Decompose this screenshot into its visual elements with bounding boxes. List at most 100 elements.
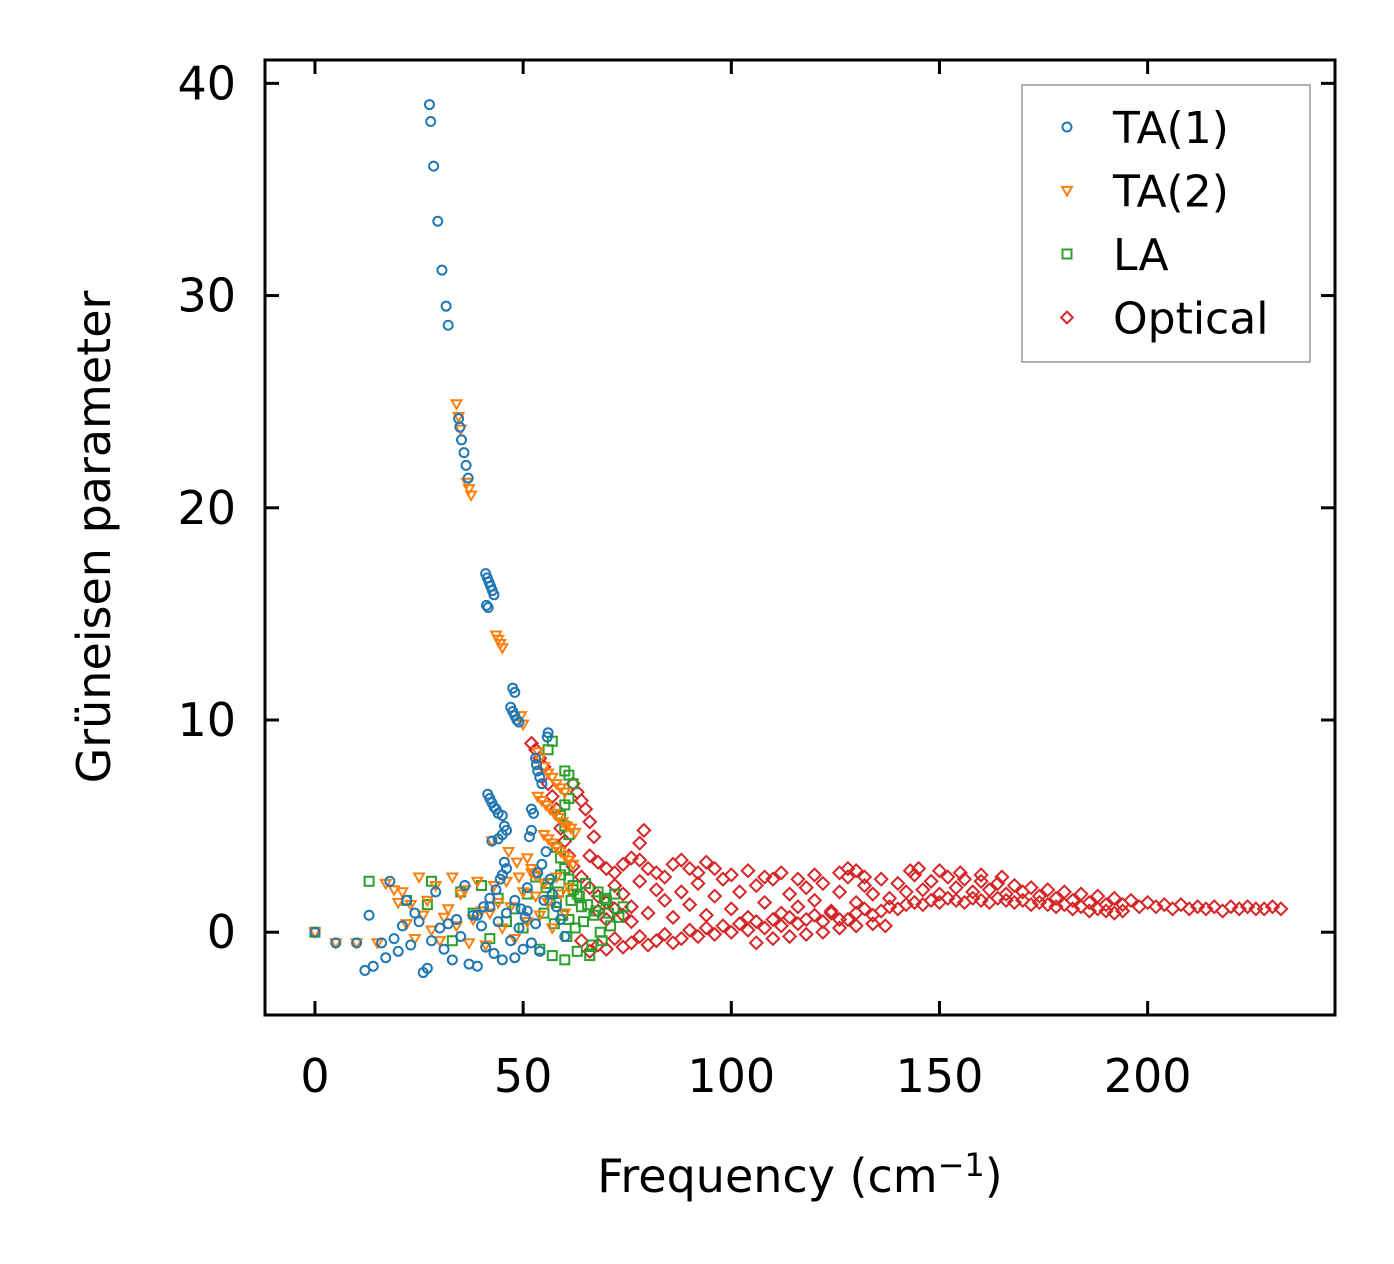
point-optical bbox=[632, 928, 648, 945]
point-optical bbox=[756, 869, 773, 885]
point-optical bbox=[815, 913, 831, 930]
point-ta-2 bbox=[558, 787, 572, 800]
point-ta-1 bbox=[505, 935, 517, 947]
point-optical bbox=[890, 875, 906, 892]
point-ta-1 bbox=[534, 945, 546, 957]
point-ta-1 bbox=[492, 916, 504, 928]
point-optical bbox=[657, 926, 673, 943]
point-optical bbox=[706, 860, 723, 877]
point-ta-2 bbox=[391, 897, 405, 910]
point-ta-1 bbox=[442, 319, 454, 331]
point-optical bbox=[706, 926, 723, 943]
point-ta-2 bbox=[451, 411, 466, 424]
point-la bbox=[446, 935, 458, 947]
point-optical bbox=[648, 933, 665, 949]
point-optical bbox=[848, 894, 864, 911]
point-la bbox=[590, 905, 602, 917]
point-optical bbox=[756, 894, 773, 911]
point-ta-1 bbox=[423, 99, 435, 111]
point-optical bbox=[823, 905, 839, 921]
point-la bbox=[617, 901, 629, 913]
point-optical bbox=[657, 892, 673, 909]
point-optical bbox=[973, 867, 989, 883]
point-ta-1 bbox=[413, 916, 425, 928]
point-optical bbox=[840, 860, 856, 877]
point-ta-2 bbox=[408, 934, 422, 946]
point-optical bbox=[682, 922, 698, 938]
point-optical bbox=[698, 920, 714, 936]
point-optical bbox=[877, 918, 894, 934]
point-optical bbox=[923, 892, 939, 909]
point-la bbox=[594, 926, 606, 938]
point-optical bbox=[673, 930, 689, 947]
point-ta-1 bbox=[388, 933, 400, 945]
y-tick-label: 40 bbox=[177, 56, 236, 110]
point-ta-2 bbox=[437, 912, 451, 925]
point-ta-1 bbox=[471, 909, 483, 921]
point-ta-2 bbox=[566, 859, 580, 872]
point-optical bbox=[1223, 899, 1239, 915]
point-optical bbox=[582, 880, 598, 896]
point-optical bbox=[1256, 901, 1272, 917]
point-optical bbox=[1006, 877, 1023, 894]
point-ta-1 bbox=[536, 858, 548, 870]
data-points bbox=[308, 99, 1289, 979]
point-optical bbox=[848, 863, 864, 879]
point-ta-1 bbox=[509, 952, 521, 964]
point-optical bbox=[1106, 905, 1122, 921]
point-la bbox=[567, 778, 579, 790]
point-ta-2 bbox=[458, 885, 472, 897]
point-ta-2 bbox=[560, 821, 574, 834]
point-la bbox=[598, 892, 610, 904]
point-ta-2 bbox=[462, 484, 476, 496]
point-ta-1 bbox=[496, 954, 508, 966]
point-optical bbox=[598, 860, 615, 877]
point-optical bbox=[1015, 892, 1031, 909]
point-ta-1 bbox=[309, 926, 321, 938]
point-optical bbox=[740, 909, 756, 926]
point-ta-1 bbox=[442, 918, 454, 930]
point-optical bbox=[823, 903, 839, 919]
point-ta-2 bbox=[568, 827, 582, 840]
point-optical bbox=[673, 852, 689, 868]
point-optical bbox=[773, 918, 789, 934]
point-la bbox=[571, 945, 583, 957]
legend-marker-ta-1 bbox=[1061, 121, 1073, 133]
point-ta-2 bbox=[562, 883, 576, 895]
point-la bbox=[600, 894, 612, 906]
point-optical bbox=[706, 888, 723, 904]
point-optical bbox=[632, 852, 648, 868]
point-optical bbox=[1048, 899, 1064, 915]
point-ta-1 bbox=[540, 846, 552, 858]
point-optical bbox=[973, 873, 989, 889]
point-optical bbox=[948, 892, 964, 909]
point-ta-1 bbox=[496, 810, 508, 822]
point-ta-2 bbox=[424, 925, 439, 938]
point-la bbox=[559, 954, 571, 966]
point-ta-1 bbox=[530, 759, 542, 771]
point-optical bbox=[665, 909, 681, 926]
point-ta-2 bbox=[470, 876, 485, 889]
point-optical bbox=[856, 901, 873, 917]
point-la bbox=[571, 888, 583, 900]
point-ta-1 bbox=[409, 907, 421, 919]
point-optical bbox=[898, 896, 914, 913]
point-ta-1 bbox=[376, 937, 388, 949]
point-ta-1 bbox=[511, 714, 523, 726]
point-optical bbox=[1139, 894, 1156, 911]
point-la bbox=[573, 890, 585, 902]
point-optical bbox=[931, 886, 948, 902]
point-optical bbox=[956, 871, 973, 887]
point-optical bbox=[1023, 896, 1039, 913]
x-axis-label: Frequency (cm−1) bbox=[597, 1146, 1002, 1203]
point-ta-2 bbox=[558, 908, 572, 921]
point-optical bbox=[940, 869, 956, 885]
x-axis-label-superscript: −1 bbox=[938, 1146, 985, 1184]
point-ta-1 bbox=[523, 831, 535, 843]
point-ta-2 bbox=[429, 880, 443, 893]
point-optical bbox=[865, 916, 881, 932]
point-ta-1 bbox=[478, 901, 490, 913]
point-optical bbox=[523, 735, 540, 752]
point-ta-1 bbox=[434, 922, 446, 934]
